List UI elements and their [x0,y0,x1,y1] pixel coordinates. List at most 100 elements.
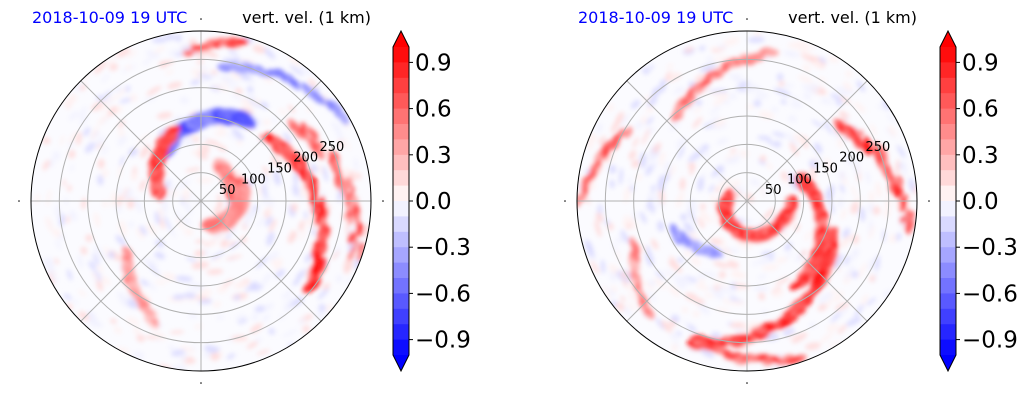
field-speckle [776,73,784,81]
field-speckle [699,63,717,72]
field-speckle [55,239,62,250]
field-speckle [142,58,152,66]
field-speckle [136,334,145,342]
field-speckle [710,332,722,338]
field-speckle [684,249,692,257]
field-speckle [713,94,729,106]
field-speckle [250,284,264,292]
field-speckle [118,220,127,237]
field-speckle [165,33,176,41]
field-speckle [853,160,860,176]
field-speckle [655,270,665,280]
field-speckle [139,179,146,192]
field-speckle [220,239,229,248]
colorbar-level [393,124,409,140]
field-speckle [707,115,720,126]
field-speckle [629,184,635,192]
field-speckle [762,208,776,221]
field-speckle [228,50,238,55]
field-speckle [213,232,229,241]
field-speckle [273,170,281,186]
field-speckle [275,269,286,279]
colorbar-level [393,93,409,109]
field-speckle [216,314,224,321]
radial-tick-label: 250 [865,140,890,155]
field-speckle [834,290,844,301]
colorbar-tick-label: 0.3 [962,143,999,169]
field-speckle [872,206,881,215]
field-speckle [293,172,299,185]
field-speckle [201,49,219,58]
field-speckle [611,241,619,254]
field-speckle [827,340,842,348]
field-speckle [287,104,296,114]
field-speckle [54,258,59,265]
field-speckle [896,144,906,159]
field-speckle [68,111,79,121]
field-feature [169,125,181,133]
field-speckle [794,41,808,48]
field-speckle [818,56,827,64]
field-speckle [882,99,890,111]
colorbar-tick-label: 0.3 [415,143,452,169]
field-speckle [179,353,188,362]
field-speckle [91,101,105,111]
field-feature [906,224,912,235]
field-speckle [731,179,741,188]
field-speckle [101,146,109,155]
field-speckle [659,152,664,167]
field-speckle [818,292,833,304]
field-speckle [95,320,104,327]
field-speckle [115,206,123,213]
field-speckle [175,275,193,282]
colorbar-level [393,201,409,217]
field-speckle [615,302,626,312]
field-speckle [758,159,767,166]
field-speckle [758,292,766,301]
field-speckle [289,64,304,76]
field-speckle [620,271,629,279]
field-speckle [853,124,860,135]
field-feature [145,308,156,316]
field-speckle [853,101,866,113]
colorbar-tick-label: 0.0 [962,189,999,215]
field-speckle [786,328,795,333]
field-speckle [648,64,654,71]
field-speckle [198,299,213,305]
field-speckle [228,241,241,250]
field-speckle [79,84,87,91]
colorbar-level [393,308,409,325]
field-feature [789,280,803,291]
field-speckle [109,191,117,208]
left-polar-grid [18,18,384,384]
field-speckle [661,320,673,333]
field-speckle [713,285,721,290]
field-feature [579,191,586,202]
field-feature [127,271,138,281]
field-speckle [101,73,110,83]
field-feature [610,136,620,151]
field-speckle [751,259,767,266]
colorbar-level [940,62,956,79]
field-speckle [837,196,844,209]
field-feature [674,112,684,121]
field-speckle [257,186,263,197]
field-speckle [331,250,340,261]
field-speckle [824,297,834,310]
field-speckle [322,165,329,182]
colorbar-level [393,278,409,294]
field-speckle [828,55,839,63]
field-speckle [584,239,594,256]
field-speckle [875,181,883,199]
field-speckle [823,157,832,171]
field-speckle [180,345,196,353]
field-speckle [194,249,206,257]
field-speckle [834,86,849,97]
field-speckle [725,290,737,297]
field-speckle [868,225,875,240]
field-speckle [669,333,679,341]
field-speckle [695,74,705,81]
field-speckle [52,228,61,238]
angular-gridline [746,200,868,322]
colorbar-level [940,262,956,279]
